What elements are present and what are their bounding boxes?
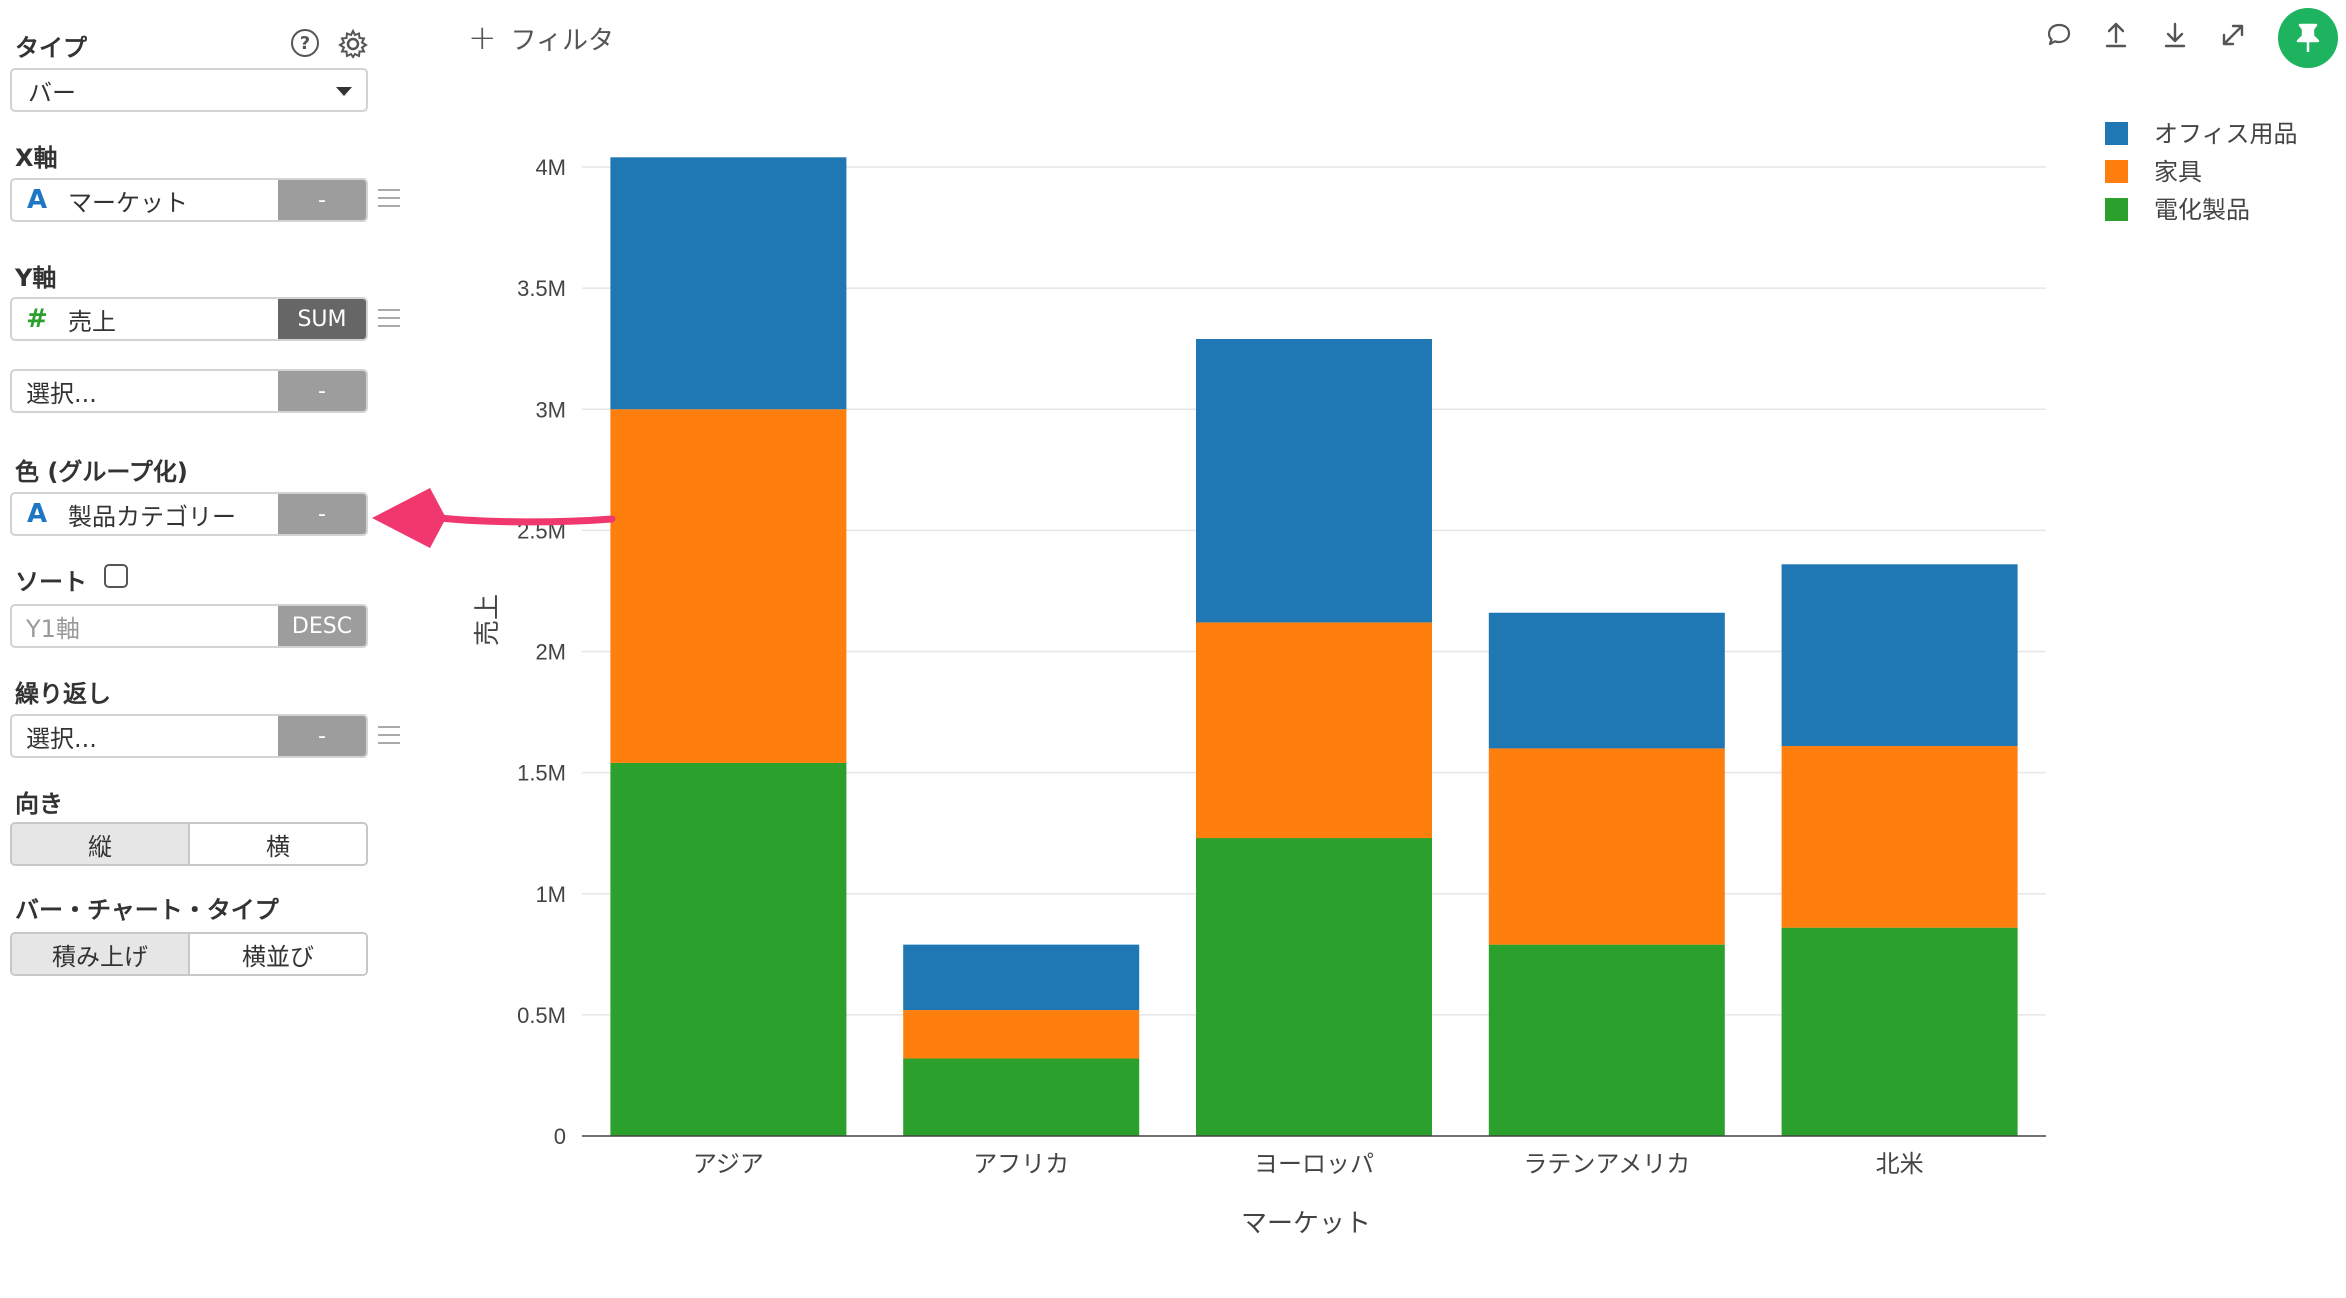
bar-segment[interactable] <box>903 944 1140 1011</box>
y-tick-label: 2M <box>535 640 566 665</box>
pin-button[interactable] <box>2278 8 2338 68</box>
sort-checkbox[interactable] <box>104 564 128 588</box>
y-tick-label: 1M <box>535 882 566 907</box>
pin-icon <box>2296 23 2320 52</box>
y-axis-label: Y軸 <box>15 264 57 292</box>
bar-segment[interactable] <box>1196 622 1432 839</box>
bar-series <box>610 157 2018 1136</box>
chart-settings-panel: タイプ ? バー X軸 A マーケット - Y軸 # 売上 SUM 選択... - … <box>0 0 430 1298</box>
y-tick-label: 4M <box>535 155 566 180</box>
drag-handle-icon[interactable] <box>378 189 400 207</box>
x-tick-label: 北米 <box>1876 1150 1924 1178</box>
bar-segment[interactable] <box>1781 927 2018 1136</box>
x-axis-label: X軸 <box>15 144 58 172</box>
x-axis-field[interactable]: A マーケット - <box>10 178 368 222</box>
y-axis-title: 売上 <box>473 594 503 646</box>
y-tick-label: 3M <box>535 397 566 422</box>
bar-segment[interactable] <box>903 1010 1140 1059</box>
sort-field[interactable]: Y1軸 DESC <box>10 604 368 648</box>
y-axis-field[interactable]: # 売上 SUM <box>10 297 368 341</box>
annotation-arrow <box>372 488 616 548</box>
x-axis-field-value: マーケット <box>68 188 188 217</box>
color-aggregation-button[interactable]: - <box>278 494 366 534</box>
bar-segment[interactable] <box>1196 838 1432 1136</box>
color-field-value: 製品カテゴリー <box>68 502 236 531</box>
legend-item-label[interactable]: 家具 <box>2154 158 2202 186</box>
x-tick-label: ラテンアメリカ <box>1523 1150 1690 1178</box>
y-tick-label: 0.5M <box>517 1003 566 1028</box>
text-type-icon: A <box>26 185 48 215</box>
legend-swatch <box>2105 122 2128 145</box>
help-icon[interactable]: ? <box>291 29 319 57</box>
legend-item-label[interactable]: オフィス用品 <box>2154 120 2298 148</box>
x-tick-label: ヨーロッパ <box>1254 1150 1374 1178</box>
legend-item-label[interactable]: 電化製品 <box>2154 196 2250 224</box>
drag-handle-icon[interactable] <box>378 726 400 744</box>
orientation-horizontal-option[interactable]: 横 <box>188 824 366 864</box>
bar-segment[interactable] <box>610 409 847 763</box>
number-type-icon: # <box>26 304 48 334</box>
expand-icon[interactable] <box>2216 18 2250 52</box>
x-axis-title: マーケット <box>1241 1209 1371 1239</box>
bar-segment[interactable] <box>610 157 847 410</box>
chart-type-select[interactable]: バー <box>10 68 368 112</box>
bar-segment[interactable] <box>1781 745 2018 928</box>
y-tick-label: 1.5M <box>517 761 566 786</box>
download-icon[interactable] <box>2158 18 2192 52</box>
sort-field-placeholder: Y1軸 <box>26 614 80 643</box>
bar-type-stacked-option[interactable]: 積み上げ <box>12 934 188 974</box>
bar-segment[interactable] <box>1488 944 1725 1136</box>
plus-icon: + <box>468 18 497 58</box>
y-tick-label: 0 <box>554 1124 566 1149</box>
orientation-vertical-option[interactable]: 縦 <box>12 824 188 864</box>
bar-segment[interactable] <box>1488 612 1725 749</box>
x-axis-ticks: アジア アフリカ ヨーロッパ ラテンアメリカ 北米 <box>693 1150 1924 1178</box>
type-label: タイプ <box>15 34 87 62</box>
repeat-label: 繰り返し <box>15 680 111 708</box>
upload-icon[interactable] <box>2099 18 2133 52</box>
color-field[interactable]: A 製品カテゴリー - <box>10 492 368 536</box>
x-axis-aggregation-button[interactable]: - <box>278 180 366 220</box>
filter-label: フィルタ <box>510 25 614 56</box>
y-tick-label: 3.5M <box>517 276 566 301</box>
add-filter-button[interactable]: + フィルタ <box>468 18 614 58</box>
comment-icon[interactable] <box>2042 18 2076 52</box>
y2-axis-field[interactable]: 選択... - <box>10 369 368 413</box>
drag-handle-icon[interactable] <box>378 309 400 327</box>
bar-type-toggle: 積み上げ 横並び <box>10 932 368 976</box>
legend-swatch <box>2105 160 2128 183</box>
sort-label: ソート <box>15 568 87 596</box>
bar-segment[interactable] <box>903 1058 1140 1136</box>
bar-chart-type-label: バー・チャート・タイプ <box>15 896 279 924</box>
gear-icon[interactable] <box>337 28 369 60</box>
x-tick-label: アジア <box>693 1150 764 1178</box>
x-tick-label: アフリカ <box>973 1150 1069 1178</box>
y2-axis-aggregation-button[interactable]: - <box>278 371 366 411</box>
chevron-down-icon <box>336 87 352 96</box>
color-group-label: 色 (グループ化) <box>15 458 188 486</box>
bar-segment[interactable] <box>1781 564 2018 746</box>
text-type-icon: A <box>26 499 48 529</box>
repeat-aggregation-button[interactable]: - <box>278 716 366 756</box>
orientation-toggle: 縦 横 <box>10 822 368 866</box>
sort-order-button[interactable]: DESC <box>278 606 366 646</box>
legend-swatch <box>2105 198 2128 221</box>
bar-type-grouped-option[interactable]: 横並び <box>188 934 366 974</box>
y2-axis-placeholder: 選択... <box>26 379 97 408</box>
bar-segment[interactable] <box>610 762 847 1136</box>
bar-segment[interactable] <box>1196 338 1432 623</box>
chart-type-value: バー <box>28 78 76 107</box>
repeat-field[interactable]: 選択... - <box>10 714 368 758</box>
repeat-placeholder: 選択... <box>26 724 97 753</box>
y-axis-field-value: 売上 <box>68 307 116 336</box>
y-axis-aggregation-button[interactable]: SUM <box>278 299 366 339</box>
orientation-label: 向き <box>15 790 63 818</box>
bar-segment[interactable] <box>1488 748 1725 945</box>
